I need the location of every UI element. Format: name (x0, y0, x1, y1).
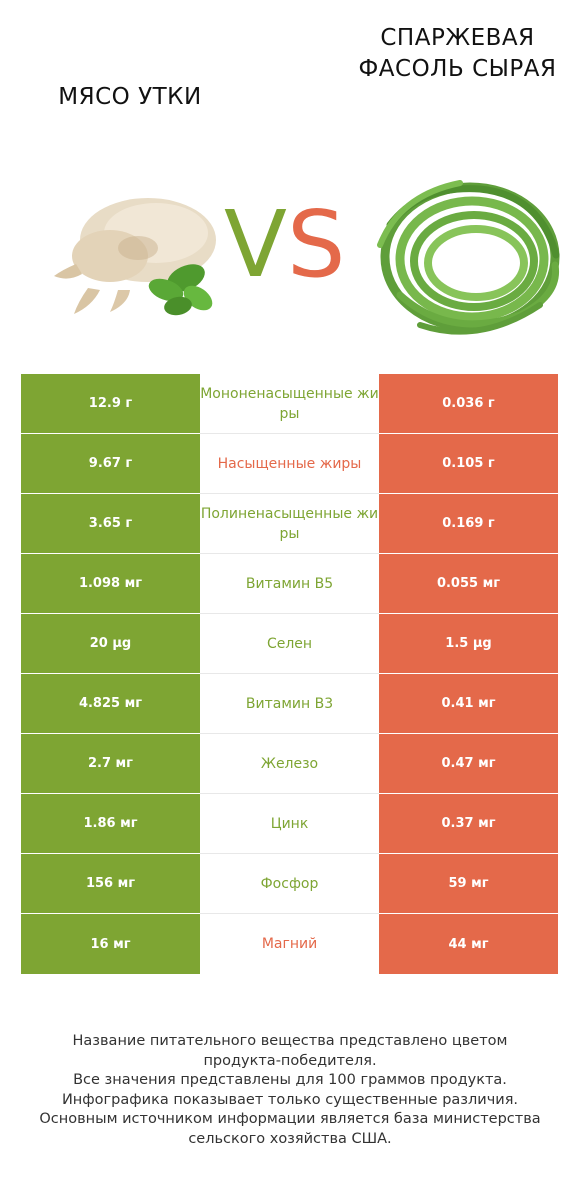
nutrient-name: Цинк (270, 815, 309, 832)
nutrient-name-cell: Селен (200, 614, 379, 674)
table-row: 2.7 мг Железо 0.47 мг (21, 734, 558, 794)
right-value-cell: 0.105 г (379, 434, 558, 494)
table-row: 20 µg Селен 1.5 µg (21, 614, 558, 674)
right-product-title: Спаржевая фасоль сырая (358, 25, 557, 82)
mint-leaves (148, 264, 213, 316)
nutrient-name-cell: Витамин B3 (200, 674, 379, 734)
table-row: 9.67 г Насыщенные жиры 0.105 г (21, 434, 558, 494)
nutrient-name: Фосфор (260, 875, 319, 892)
right-value-cell: 0.169 г (379, 494, 558, 554)
nutrient-name: Насыщенные жиры (217, 455, 362, 472)
nutrient-name: Железо (260, 755, 319, 772)
nutrient-name: Полиненасыщенные жиры (200, 505, 379, 542)
left-value-cell: 4.825 мг (21, 674, 200, 734)
nutrient-name-cell: Витамин B5 (200, 554, 379, 614)
left-value-cell: 16 мг (21, 914, 200, 974)
right-value-cell: 44 мг (379, 914, 558, 974)
right-value-cell: 0.036 г (379, 374, 558, 434)
nutrient-name: Витамин B3 (245, 695, 334, 712)
table-row: 1.098 мг Витамин B5 0.055 мг (21, 554, 558, 614)
nutrient-name-cell: Магний (200, 914, 379, 974)
table-row: 1.86 мг Цинк 0.37 мг (21, 794, 558, 854)
right-value-cell: 1.5 µg (379, 614, 558, 674)
nutrient-name-cell: Насыщенные жиры (200, 434, 379, 494)
left-value-cell: 3.65 г (21, 494, 200, 554)
nutrient-name-cell: Полиненасыщенные жиры (200, 494, 379, 554)
comparison-table: 12.9 г Мононенасыщенные жиры 0.036 г 9.67 г… (21, 374, 558, 974)
footnote-line: Название питательного вещества представл… (72, 1033, 508, 1049)
nutrient-name: Селен (266, 635, 313, 652)
vs-s: S (286, 191, 346, 298)
left-value-cell: 156 мг (21, 854, 200, 914)
nutrient-name: Магний (261, 936, 318, 952)
left-value-cell: 20 µg (21, 614, 200, 674)
footnote-line: сельского хозяйства США. (188, 1130, 392, 1147)
footnote-line: Инфографика показывает только существенн… (61, 1091, 519, 1108)
right-value-cell: 0.41 мг (379, 674, 558, 734)
footnote-line: Все значения представлены для 100 граммо… (73, 1072, 507, 1088)
nutrient-name-cell: Цинк (200, 794, 379, 854)
left-product-title: Мясо утки (58, 84, 202, 110)
right-value-cell: 0.055 мг (379, 554, 558, 614)
footnote: Название питательного вещества представл… (20, 1032, 560, 1149)
right-value-cell: 59 мг (379, 854, 558, 914)
left-value-cell: 1.098 мг (21, 554, 200, 614)
nutrient-name-cell: Фосфор (200, 854, 379, 914)
table-row: 3.65 г Полиненасыщенные жиры 0.169 г (21, 494, 558, 554)
nutrient-name: Витамин B5 (245, 575, 334, 592)
left-value-cell: 12.9 г (21, 374, 200, 434)
right-value-cell: 0.37 мг (379, 794, 558, 854)
table-row: 4.825 мг Витамин B3 0.41 мг (21, 674, 558, 734)
nutrient-name-cell: Железо (200, 734, 379, 794)
footnote-line: Основным источником информации является … (39, 1111, 541, 1127)
vs-label: VS (224, 195, 354, 295)
right-value-cell: 0.47 мг (379, 734, 558, 794)
table-row: 12.9 г Мононенасыщенные жиры 0.036 г (21, 374, 558, 434)
nutrient-name: Мононенасыщенные жиры (200, 385, 379, 422)
table-row: 16 мг Магний 44 мг (21, 914, 558, 974)
vs-v: V (224, 191, 287, 298)
left-value-cell: 2.7 мг (21, 734, 200, 794)
left-value-cell: 9.67 г (21, 434, 200, 494)
footnote-line: продукта-победителя. (203, 1052, 377, 1069)
nutrient-name-cell: Мононенасыщенные жиры (200, 374, 379, 434)
duck-meat-image (54, 198, 216, 316)
table-row: 156 мг Фосфор 59 мг (21, 854, 558, 914)
left-value-cell: 1.86 мг (21, 794, 200, 854)
asparagus-bean-image (377, 180, 560, 335)
